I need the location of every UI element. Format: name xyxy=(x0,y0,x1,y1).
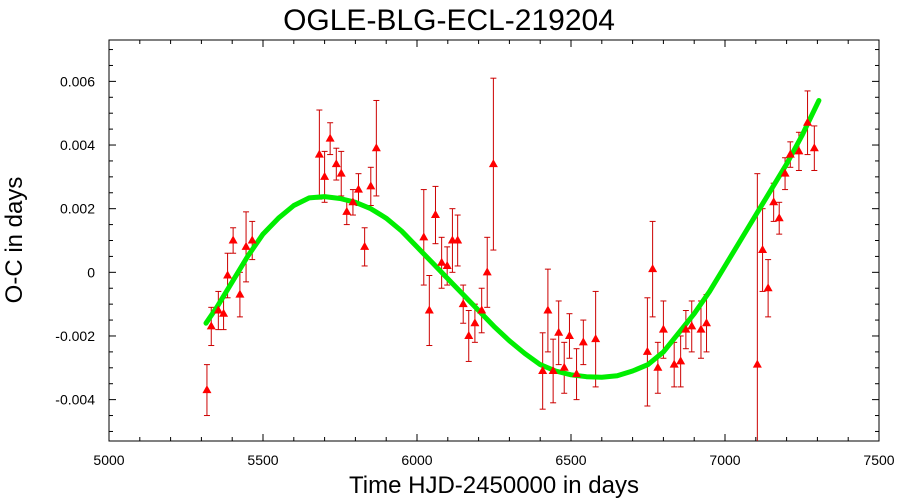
x-tick-labels: 5000 5500 6000 6500 7000 7500 xyxy=(93,452,894,468)
data-point-triangle xyxy=(219,308,229,317)
data-point-triangle xyxy=(202,385,212,394)
data-point-triangle xyxy=(769,197,779,206)
error-bars xyxy=(203,77,818,441)
data-point-triangle xyxy=(424,305,434,314)
data-point-triangle xyxy=(642,346,652,355)
x-axis-label: Time HJD-2450000 in days xyxy=(349,472,639,499)
y-tick-label: 0.006 xyxy=(60,73,95,89)
axis-ticks xyxy=(108,40,880,441)
data-point-triangle xyxy=(687,321,697,330)
data-point-triangle xyxy=(488,159,498,168)
data-point-triangle xyxy=(554,327,564,336)
data-point-triangle xyxy=(763,283,773,292)
data-point-triangle xyxy=(809,143,819,152)
data-point-triangle xyxy=(785,149,795,158)
data-point-triangle xyxy=(564,330,574,339)
data-point-triangle xyxy=(648,264,658,273)
data-point-triangle xyxy=(470,318,480,327)
data-point-triangle xyxy=(752,359,762,368)
data-point-triangle xyxy=(543,305,553,314)
data-point-triangle xyxy=(780,168,790,177)
data-point-triangle xyxy=(669,359,679,368)
y-tick-labels: -0.004 -0.002 0 0.002 0.004 0.006 xyxy=(55,73,95,407)
data-point-triangle xyxy=(681,324,691,333)
data-point-triangle xyxy=(482,267,492,276)
x-tick-label: 5500 xyxy=(247,452,278,468)
data-point-triangle xyxy=(538,365,548,374)
plot-frame xyxy=(108,39,880,442)
data-point-triangle xyxy=(213,305,223,314)
data-point-triangle xyxy=(228,235,238,244)
data-point-triangle xyxy=(331,159,341,168)
chart-title: OGLE-BLG-ECL-219204 xyxy=(283,4,615,37)
data-point-triangle xyxy=(477,305,487,314)
data-point-triangle xyxy=(235,289,245,298)
data-point-triangle xyxy=(437,257,447,266)
y-tick-label: 0 xyxy=(87,264,95,280)
data-point-triangle xyxy=(578,337,588,346)
x-tick-label: 7500 xyxy=(863,452,894,468)
x-tick-label: 7000 xyxy=(709,452,740,468)
data-point-triangle xyxy=(464,330,474,339)
data-point-triangle xyxy=(336,168,346,177)
data-point-triangle xyxy=(342,206,352,215)
data-point-triangle xyxy=(206,321,216,330)
data-point-triangle xyxy=(676,356,686,365)
data-point-triangle xyxy=(430,210,440,219)
data-point-triangle xyxy=(559,362,569,371)
data-point-triangle xyxy=(458,299,468,308)
y-tick-label: 0.002 xyxy=(60,201,95,217)
x-tick-label: 6500 xyxy=(555,452,586,468)
data-point-triangle xyxy=(241,241,251,250)
data-point-triangle xyxy=(223,270,233,279)
data-point-triangle xyxy=(419,232,429,241)
fit-curve xyxy=(203,98,822,380)
y-tick-label: -0.004 xyxy=(55,392,95,408)
data-point-triangle xyxy=(591,334,601,343)
y-tick-label: 0.004 xyxy=(60,137,95,153)
data-point-triangle xyxy=(572,369,582,378)
data-point-triangle xyxy=(314,149,324,158)
data-point-triangle xyxy=(360,241,370,250)
data-points xyxy=(202,117,819,394)
data-point-triangle xyxy=(658,324,668,333)
y-tick-label: -0.002 xyxy=(55,328,95,344)
data-point-triangle xyxy=(442,260,452,269)
data-point-triangle xyxy=(453,235,463,244)
x-tick-label: 6000 xyxy=(401,452,432,468)
data-point-triangle xyxy=(348,197,358,206)
data-point-triangle xyxy=(758,245,768,254)
data-point-triangle xyxy=(247,235,257,244)
data-point-triangle xyxy=(366,181,376,190)
data-point-triangle xyxy=(653,362,663,371)
data-point-triangle xyxy=(325,133,335,142)
data-point-triangle xyxy=(353,184,363,193)
data-point-triangle xyxy=(548,365,558,374)
data-point-triangle xyxy=(696,324,706,333)
data-point-triangle xyxy=(702,318,712,327)
data-point-triangle xyxy=(803,117,813,126)
y-axis-label: O-C in days xyxy=(1,177,28,304)
error-bar xyxy=(754,173,761,441)
data-point-triangle xyxy=(320,171,330,180)
x-tick-label: 5000 xyxy=(93,452,124,468)
data-point-triangle xyxy=(774,213,784,222)
data-point-triangle xyxy=(794,146,804,155)
data-point-triangle xyxy=(371,143,381,152)
